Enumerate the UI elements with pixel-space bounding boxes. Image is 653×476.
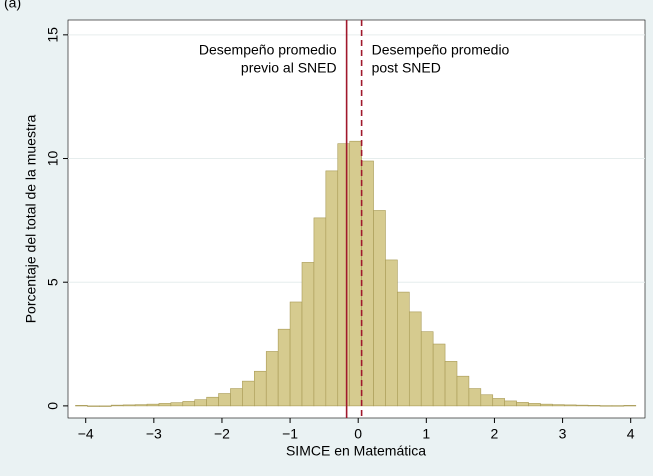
y-tick-label: 10 <box>45 151 61 167</box>
bar <box>516 402 529 407</box>
bar <box>313 217 327 407</box>
bar <box>575 404 589 407</box>
bar <box>444 361 458 407</box>
bar <box>397 291 410 407</box>
bar <box>218 393 231 407</box>
bar <box>468 388 482 407</box>
bar <box>408 311 422 407</box>
y-tick-label: 0 <box>45 402 61 410</box>
bar <box>301 262 315 407</box>
bar <box>75 405 88 407</box>
panel-label: (a) <box>4 0 21 11</box>
bar <box>254 370 267 407</box>
bar <box>563 404 577 407</box>
bar <box>552 404 565 407</box>
bar <box>170 402 184 407</box>
y-tick-label: 5 <box>45 278 61 286</box>
bar <box>289 301 303 407</box>
bar <box>206 396 219 407</box>
bar <box>456 375 470 407</box>
bar <box>242 380 255 407</box>
bar <box>230 388 243 407</box>
bar <box>587 405 601 407</box>
x-tick-label: 1 <box>422 426 430 442</box>
bar <box>599 405 613 407</box>
bar <box>361 160 374 407</box>
x-tick-label: −1 <box>282 426 298 442</box>
bar <box>623 405 637 407</box>
bar <box>99 405 112 407</box>
bar <box>134 404 148 407</box>
bar <box>528 403 541 407</box>
bar <box>349 140 362 407</box>
x-tick-label: 4 <box>627 426 635 442</box>
x-tick-label: 3 <box>559 426 567 442</box>
bar <box>122 404 136 407</box>
bar <box>194 399 207 407</box>
annotation: Desempeño promedio <box>372 42 510 58</box>
bar <box>277 328 291 407</box>
y-tick-label: 15 <box>45 27 61 43</box>
bar <box>373 210 386 407</box>
bar <box>110 404 124 407</box>
annotation: Desempeño promedio <box>199 42 337 58</box>
x-tick-label: 0 <box>354 426 362 442</box>
x-axis-label: SIMCE en Matemática <box>286 443 426 459</box>
bar <box>158 403 172 407</box>
bar <box>265 351 279 407</box>
x-tick-label: −3 <box>146 426 162 442</box>
bar <box>420 331 434 407</box>
bar <box>337 143 350 407</box>
bar <box>87 405 100 407</box>
x-tick-label: −2 <box>214 426 230 442</box>
annotation: previo al SNED <box>241 60 337 76</box>
bar <box>492 398 505 407</box>
bar <box>504 400 517 407</box>
bar <box>146 403 160 407</box>
bar <box>432 343 446 407</box>
annotation: post SNED <box>372 60 441 76</box>
bar <box>480 394 494 407</box>
bar <box>385 259 398 407</box>
x-tick-label: −4 <box>78 426 94 442</box>
bar <box>182 401 196 407</box>
x-tick-label: 2 <box>491 426 499 442</box>
bar <box>325 170 339 407</box>
bar <box>540 403 553 407</box>
y-axis-label: Porcentaje del total de la muestra <box>23 115 39 324</box>
bar <box>611 405 625 407</box>
